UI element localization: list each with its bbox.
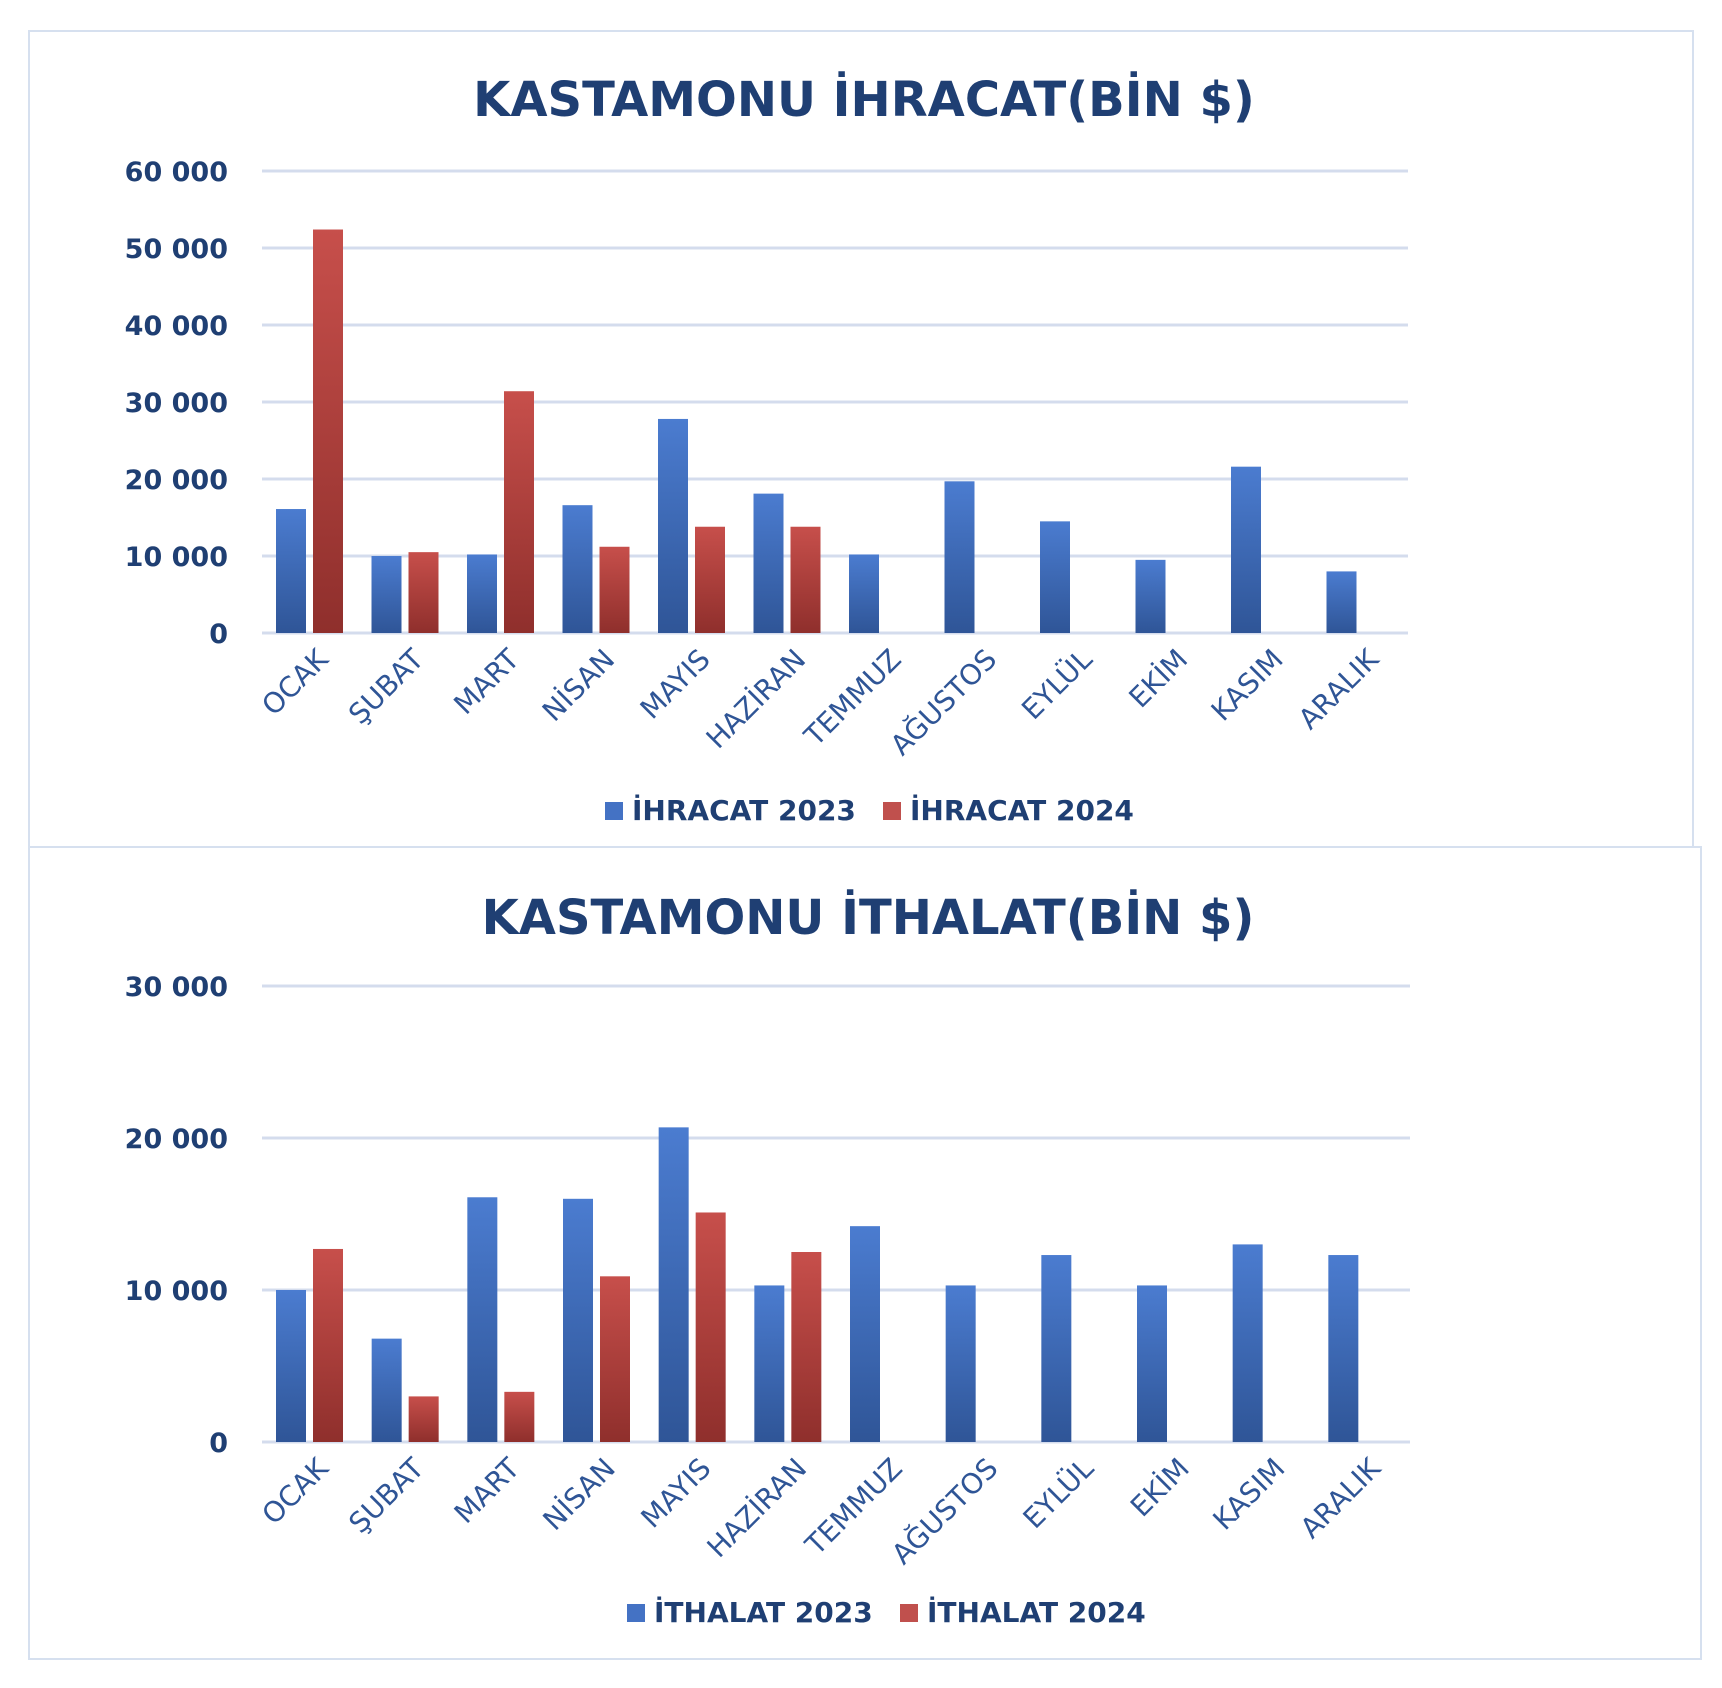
import-x-tick-label-kasim: KASIM <box>1206 1452 1291 1537</box>
import-bar-2023-temmuz <box>850 1226 880 1442</box>
import-x-tick-label-aralik: ARALIK <box>1294 1451 1388 1545</box>
import-bar-2023-kasim <box>1232 1244 1263 1442</box>
import-bar-2023-nisan <box>563 1198 593 1442</box>
legend-label-ithalat-2024: İTHALAT 2024 <box>927 1595 1146 1629</box>
import-bar-2023-aralik <box>1328 1255 1359 1442</box>
export-bar-2024-ocak <box>313 229 343 633</box>
import-bar-2023-subat <box>371 1338 402 1442</box>
export-x-tick-label-kasim: KASIM <box>1205 643 1290 728</box>
export-y-tick-label: 0 <box>209 619 228 650</box>
export-x-tick-label-mart: MART <box>447 642 526 721</box>
legend-label-ihracat-2023: İHRACAT 2023 <box>632 793 856 827</box>
legend-label-ihracat-2024: İHRACAT 2024 <box>910 793 1134 827</box>
import-chart-title: KASTAMONU İTHALAT(BİN $) <box>482 889 1255 946</box>
export-bar-2024-nisan <box>599 546 630 633</box>
export-y-tick-label: 60 000 <box>125 157 228 188</box>
export-bar-2023-aralik <box>1326 571 1357 633</box>
export-chart-title: KASTAMONU İHRACAT(BİN $) <box>473 71 1255 128</box>
import-x-tick-label-ekim: EKİM <box>1124 1452 1196 1524</box>
import-bar-2023-ekim <box>1137 1285 1167 1442</box>
import-bar-2024-ocak <box>313 1248 343 1442</box>
export-chart-panel <box>28 30 1694 848</box>
export-bar-2023-nisan <box>562 505 593 633</box>
export-bar-2023-ekim <box>1135 559 1166 633</box>
export-bar-2023-subat <box>371 556 402 633</box>
export-x-tick-label-subat: ŞUBAT <box>342 642 431 731</box>
import-bar-2023-agustos <box>945 1285 976 1442</box>
export-y-tick-label: 40 000 <box>125 311 228 342</box>
import-x-tick-label-haziran: HAZİRAN <box>701 1452 813 1564</box>
export-bar-2023-eylul <box>1040 521 1070 633</box>
import-x-tick-label-eylul: EYLÜL <box>1016 1451 1100 1535</box>
export-y-tick-label: 10 000 <box>125 542 228 573</box>
export-bar-2024-mayis <box>695 526 725 633</box>
import-bar-2023-haziran <box>754 1285 785 1442</box>
export-y-tick-label: 50 000 <box>125 234 228 265</box>
export-bar-2024-subat <box>408 552 439 633</box>
legend-label-ithalat-2023: İTHALAT 2023 <box>654 1595 873 1629</box>
import-chart-legend: İTHALAT 2023 İTHALAT 2024 <box>627 1595 1146 1629</box>
import-x-tick-label-mart: MART <box>448 1451 527 1530</box>
export-bar-2023-mart <box>467 554 497 633</box>
export-chart: KASTAMONU İHRACAT(BİN $) 0 10 000 20 000 30… <box>125 71 1408 827</box>
import-y-tick-label: 0 <box>209 1428 228 1459</box>
export-y-tick-label: 20 000 <box>125 465 228 496</box>
import-x-tick-label-mayis: MAYIS <box>635 1452 718 1535</box>
legend-swatch-ithalat-2023 <box>627 1604 645 1622</box>
import-bar-2023-ocak <box>276 1290 306 1442</box>
export-bar-2023-haziran <box>753 493 784 633</box>
export-bar-2023-mayis <box>658 418 688 633</box>
export-x-tick-label-aralik: ARALIK <box>1292 642 1386 736</box>
import-y-tick-label: 30 000 <box>125 972 228 1003</box>
import-bar-2024-mart <box>504 1391 535 1442</box>
export-y-tick-label: 30 000 <box>125 388 228 419</box>
export-x-tick-label-eylul: EYLÜL <box>1014 642 1098 726</box>
export-bar-2024-mart <box>504 391 534 633</box>
import-bar-2024-mayis <box>695 1212 726 1442</box>
import-chart: KASTAMONU İTHALAT(BİN $) 0 10 000 20 000 30… <box>125 889 1410 1629</box>
legend-swatch-ihracat-2024 <box>883 802 901 820</box>
import-x-tick-label-ocak: OCAK <box>256 1451 336 1531</box>
export-x-tick-label-ekim: EKİM <box>1122 643 1194 715</box>
export-bar-2023-ocak <box>276 509 306 633</box>
export-bar-2023-agustos <box>944 481 975 633</box>
export-x-tick-label-haziran: HAZİRAN <box>700 643 812 755</box>
import-bar-2024-nisan <box>600 1276 630 1442</box>
import-bar-2023-mayis <box>658 1127 689 1442</box>
export-chart-legend: İHRACAT 2023 İHRACAT 2024 <box>605 793 1134 827</box>
export-bar-2024-haziran <box>790 526 821 633</box>
import-bar-2024-haziran <box>791 1252 822 1442</box>
import-bar-2023-eylul <box>1041 1255 1072 1442</box>
import-x-tick-label-nisan: NİSAN <box>536 1452 621 1537</box>
export-x-tick-label-ocak: OCAK <box>255 642 335 722</box>
import-y-tick-label: 10 000 <box>125 1276 228 1307</box>
import-bar-2024-subat <box>408 1396 439 1442</box>
legend-swatch-ithalat-2024 <box>900 1604 918 1622</box>
legend-swatch-ihracat-2023 <box>605 802 623 820</box>
export-bar-2023-kasim <box>1231 466 1261 633</box>
import-y-tick-label: 20 000 <box>125 1124 228 1155</box>
export-x-tick-label-mayis: MAYIS <box>634 643 717 726</box>
import-bar-2023-mart <box>467 1197 498 1442</box>
import-x-tick-label-subat: ŞUBAT <box>342 1451 431 1540</box>
export-bar-2023-temmuz <box>849 554 879 633</box>
export-x-tick-label-nisan: NİSAN <box>536 643 621 728</box>
